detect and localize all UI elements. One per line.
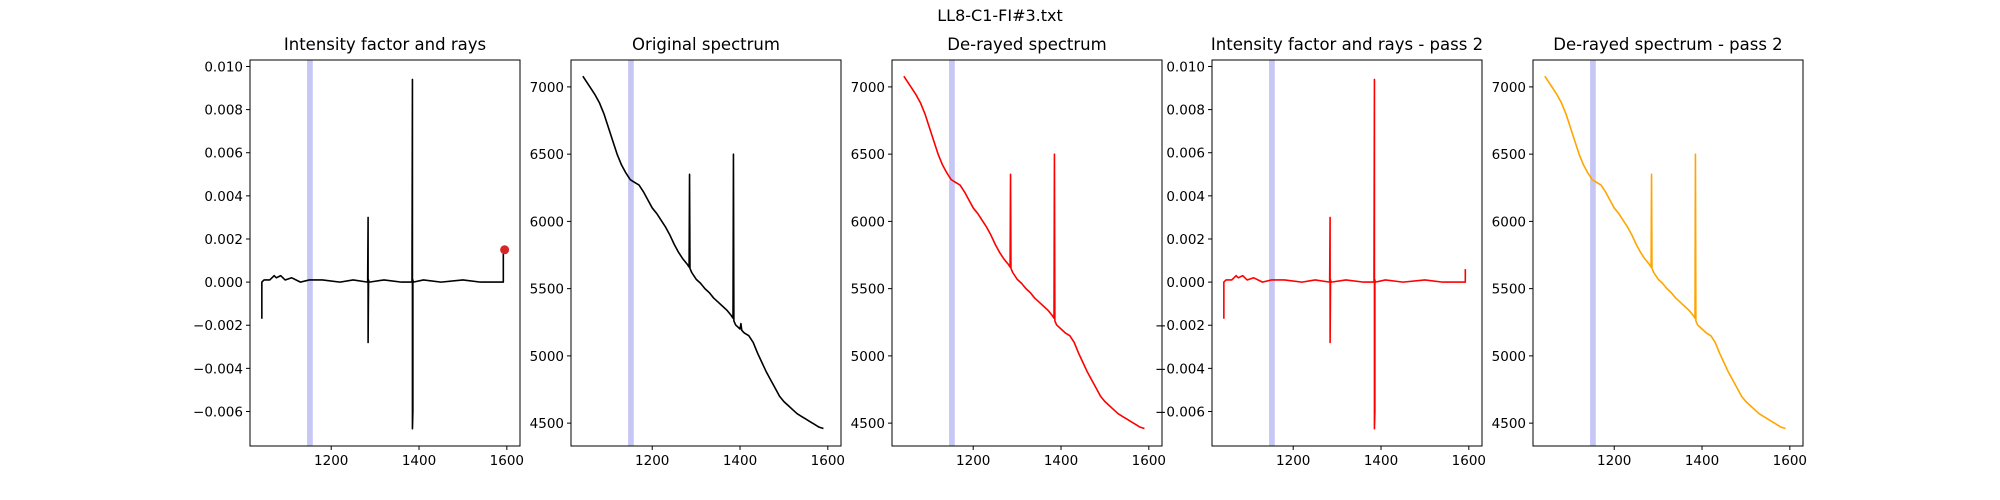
panel-2-ytick-label: 5500 <box>530 282 564 298</box>
panel-4-ytick-label: 0.008 <box>1166 103 1205 119</box>
panel-2-xtick-label: 1400 <box>723 453 757 469</box>
panel-4-frame <box>1211 59 1483 447</box>
panel-5-ytick-label: 6000 <box>1492 214 1526 230</box>
panel-5-ytick-label: 5000 <box>1492 349 1526 365</box>
panel-4-ytick-label: 0.002 <box>1166 232 1205 248</box>
panel-5-frame <box>1532 59 1804 447</box>
panel-3-shaded-band <box>949 60 955 446</box>
panel-3-ytick-label: 6500 <box>851 147 885 163</box>
panel-2-ytick-label: 4500 <box>530 416 564 432</box>
panel-2-ytick-label: 6500 <box>530 147 564 163</box>
panel-1-ytick-label: 0.006 <box>204 146 243 162</box>
panel-5-title: De-rayed spectrum - pass 2 <box>1553 35 1782 54</box>
panel-4: Intensity factor and rays - pass 2 1200 14… <box>1155 35 1486 469</box>
panel-2-title: Original spectrum <box>632 35 780 54</box>
panel-1-xtick-label: 1600 <box>490 453 524 469</box>
panel-1-ytick-label: 0.004 <box>204 189 243 205</box>
panel-3-ytick-label: 6000 <box>851 214 885 230</box>
panel-4-ytick-label: −0.002 <box>1155 318 1205 334</box>
panel-1-title: Intensity factor and rays <box>284 35 486 54</box>
panel-1-ytick-label: −0.006 <box>193 404 243 420</box>
panel-4-ytick-label: −0.006 <box>1155 404 1205 420</box>
panel-3-xtick-label: 1400 <box>1044 453 1078 469</box>
panel-2-ytick-label: 7000 <box>530 80 564 96</box>
panel-1-shaded-band <box>307 60 313 446</box>
panel-2: Original spectrum 1200 1400 1600 4500 5000 550… <box>530 35 845 469</box>
panel-2-shaded-band <box>628 60 634 446</box>
panel-3-xtick-label: 1200 <box>956 453 990 469</box>
panel-4-ytick-label: 0.000 <box>1166 275 1205 291</box>
panel-4-xtick-label: 1200 <box>1276 453 1310 469</box>
panel-1-ytick-label: −0.002 <box>193 318 243 334</box>
panel-5: De-rayed spectrum - pass 2 1200 1400 1600 45… <box>1492 35 1807 469</box>
panel-4-series-line-1 <box>1223 78 1467 430</box>
panel-2-ytick-label: 6000 <box>530 214 564 230</box>
panel-4-xtick-label: 1400 <box>1364 453 1398 469</box>
panel-3: De-rayed spectrum 1200 1400 1600 4500 5000 550… <box>851 35 1166 469</box>
panel-1-frame <box>249 59 521 447</box>
panel-5-shaded-band <box>1590 60 1596 446</box>
panel-1-end-marker <box>500 245 510 255</box>
panel-5-xtick-label: 1200 <box>1597 453 1631 469</box>
panel-5-ytick-label: 7000 <box>1492 80 1526 96</box>
panel-5-xtick-label: 1400 <box>1685 453 1719 469</box>
panel-3-series-line-1 <box>903 75 1145 430</box>
panel-5-series-line-1 <box>1544 75 1786 430</box>
panel-1-xtick-label: 1200 <box>314 453 348 469</box>
panel-4-ytick-label: −0.004 <box>1155 361 1205 377</box>
panel-2-xtick-label: 1600 <box>811 453 845 469</box>
panel-3-ytick-label: 7000 <box>851 80 885 96</box>
panel-2-ytick-label: 5000 <box>530 349 564 365</box>
panel-4-ytick-label: 0.004 <box>1166 189 1205 205</box>
panel-1: Intensity factor and rays 1200 1400 1600 −0.… <box>193 35 524 469</box>
panel-2-frame <box>570 59 842 447</box>
panel-3-ytick-label: 4500 <box>851 416 885 432</box>
panel-3-frame <box>891 59 1163 447</box>
panel-4-title: Intensity factor and rays - pass 2 <box>1211 35 1483 54</box>
panel-2-xtick-label: 1200 <box>635 453 669 469</box>
panel-3-title: De-rayed spectrum <box>947 35 1106 54</box>
panel-1-ytick-label: 0.010 <box>204 59 243 75</box>
panel-3-ytick-label: 5500 <box>851 282 885 298</box>
panel-1-ytick-label: 0.002 <box>204 232 243 248</box>
panel-1-xtick-label: 1400 <box>402 453 436 469</box>
figure-title: LL8-C1-FI#3.txt <box>937 6 1063 25</box>
panel-5-ytick-label: 4500 <box>1492 416 1526 432</box>
panel-1-ytick-label: 0.008 <box>204 103 243 119</box>
panel-3-xtick-label: 1600 <box>1132 453 1166 469</box>
panel-5-ytick-label: 5500 <box>1492 282 1526 298</box>
panel-4-ytick-label: 0.006 <box>1166 146 1205 162</box>
panel-1-series-line-1 <box>261 78 505 430</box>
panel-1-ytick-label: −0.004 <box>193 361 243 377</box>
panel-4-xtick-label: 1600 <box>1452 453 1486 469</box>
panel-5-ytick-label: 6500 <box>1492 147 1526 163</box>
panel-3-ytick-label: 5000 <box>851 349 885 365</box>
panel-5-xtick-label: 1600 <box>1773 453 1807 469</box>
panel-4-shaded-band <box>1269 60 1275 446</box>
panel-2-series-line-1 <box>582 75 824 430</box>
panel-4-ytick-label: 0.010 <box>1166 59 1205 75</box>
panel-1-ytick-label: 0.000 <box>204 275 243 291</box>
